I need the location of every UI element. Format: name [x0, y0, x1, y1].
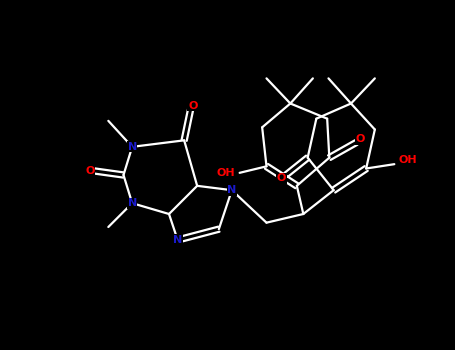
Text: O: O: [277, 174, 286, 183]
Text: OH: OH: [217, 168, 235, 178]
Text: N: N: [227, 185, 237, 195]
Text: N: N: [173, 235, 182, 245]
Text: OH: OH: [399, 155, 418, 165]
Text: O: O: [86, 166, 95, 176]
Text: O: O: [188, 101, 197, 111]
Text: N: N: [127, 142, 137, 152]
Text: O: O: [356, 134, 365, 144]
Text: N: N: [127, 198, 137, 208]
